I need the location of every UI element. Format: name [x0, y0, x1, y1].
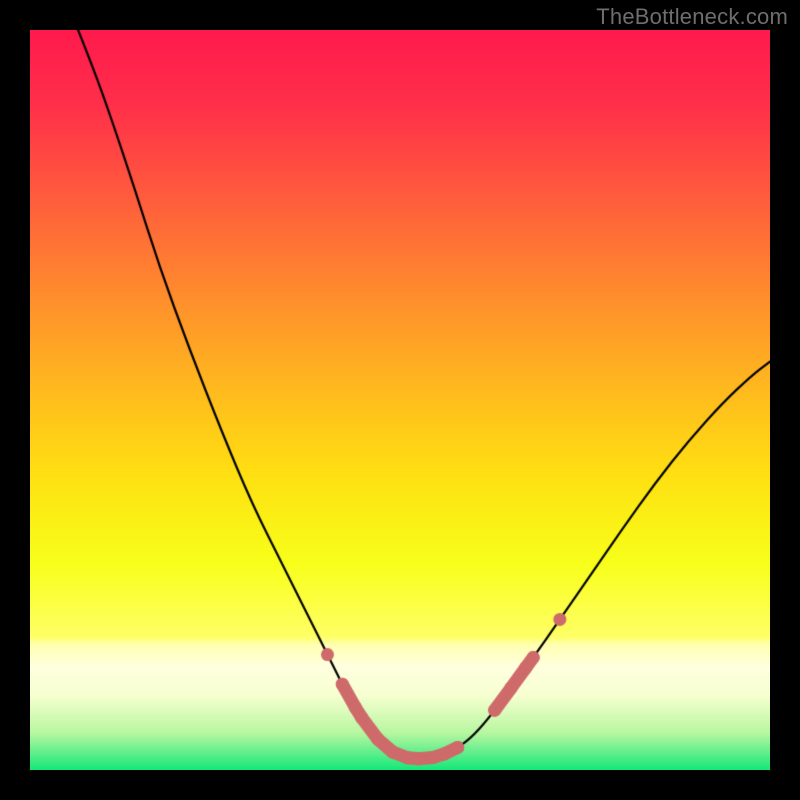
curve-layer	[30, 30, 770, 770]
outer-frame: TheBottleneck.com	[0, 0, 800, 800]
plot-area	[30, 30, 770, 770]
watermark-text: TheBottleneck.com	[596, 4, 788, 30]
